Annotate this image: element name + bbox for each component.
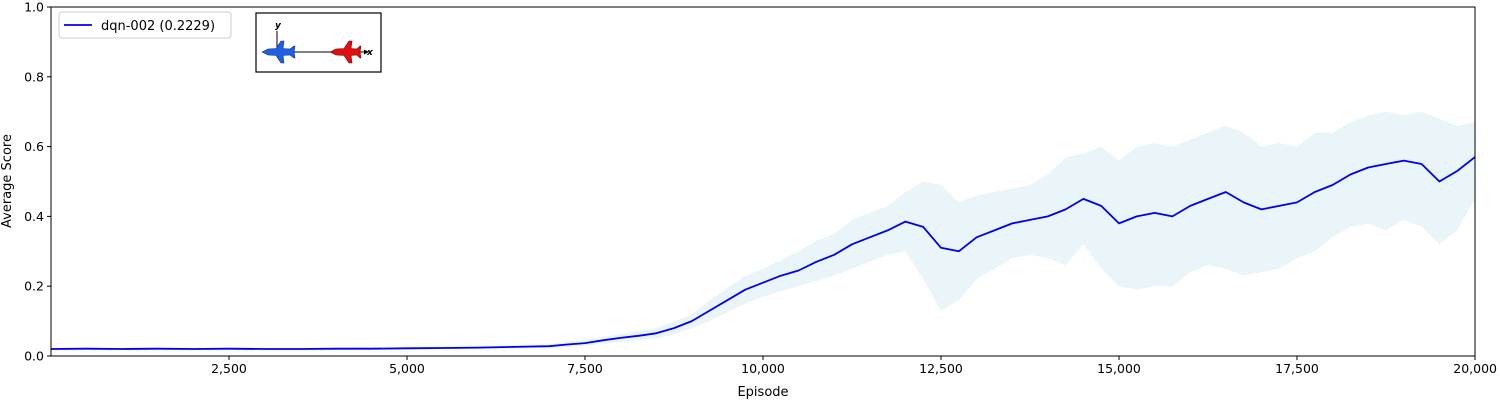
x-axis-ticks: 2,500 5,000 7,500 10,000 12,500 15,000 17,500 2… [211, 356, 1497, 376]
x-tick-label: 10,000 [741, 361, 785, 376]
x-arrowhead-icon [364, 49, 369, 55]
legend-box [58, 11, 232, 39]
x-tick-label: 5,000 [389, 361, 425, 376]
legend: dqn-002 (0.2229) [58, 11, 232, 39]
series-line-layer [50, 156, 1476, 350]
y-axis-label: Average Score [0, 134, 15, 228]
y-tick-label: 0.0 [24, 349, 44, 364]
inset-y-label: y [275, 21, 282, 31]
series-confidence-band [51, 111, 1475, 351]
legend-entry-label: dqn-002 (0.2229) [101, 19, 215, 34]
y-tick-label: 1.0 [24, 0, 44, 15]
y-axis-ticks: 0.0 0.2 0.4 0.6 0.8 1.0 [24, 0, 51, 364]
x-tick-label: 2,500 [211, 361, 247, 376]
series-line [50, 156, 1476, 350]
y-tick-label: 0.6 [24, 139, 44, 154]
y-tick-label: 0.8 [24, 69, 44, 84]
aircraft-orientation-inset: y x [255, 12, 382, 73]
y-tick-label: 0.2 [24, 279, 44, 294]
blue-aircraft-icon [261, 40, 296, 64]
inset-x-label: x [366, 48, 374, 58]
x-tick-label: 12,500 [919, 361, 963, 376]
red-aircraft-icon [329, 40, 362, 64]
x-tick-label: 17,500 [1275, 361, 1319, 376]
x-tick-label: 15,000 [1097, 361, 1141, 376]
confidence-band-layer [51, 111, 1475, 351]
x-tick-label: 20,000 [1453, 361, 1497, 376]
x-axis-label: Episode [737, 385, 788, 400]
y-tick-label: 0.4 [24, 209, 44, 224]
x-tick-label: 7,500 [567, 361, 603, 376]
